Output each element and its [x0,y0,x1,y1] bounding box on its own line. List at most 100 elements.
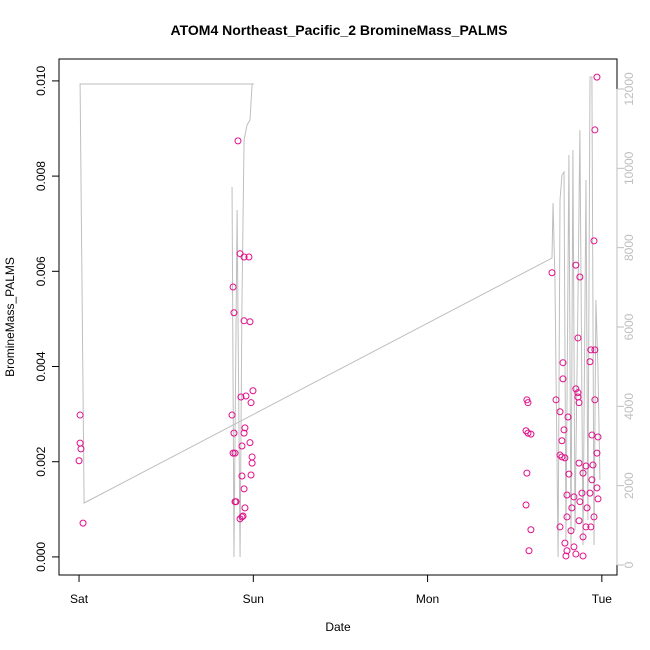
point [77,445,85,453]
point [559,359,567,367]
point [241,424,249,432]
chart-title: ATOM4 Northeast_Pacific_2 BromineMass_PA… [171,22,508,38]
point [593,73,601,81]
y-tick-label: 0.006 [34,256,48,286]
point [246,318,254,326]
point [230,429,238,437]
point [574,389,582,397]
point [588,476,596,484]
point [561,454,569,462]
point [231,449,239,457]
point [558,453,566,461]
point [570,543,578,551]
point [563,491,571,499]
point [567,527,575,535]
x-tick-label: Sun [243,592,264,606]
point [241,504,249,512]
point [574,334,582,342]
x-tick-label: Sat [70,592,89,606]
point [568,504,576,512]
x-axis-label: Date [325,620,351,634]
point [527,526,535,534]
point [242,392,250,400]
point [558,437,566,445]
y-tick-label: 0.008 [34,161,48,191]
point [564,413,572,421]
point [75,457,83,465]
point [560,426,568,434]
point [238,442,246,450]
point [574,393,582,401]
point [240,429,248,437]
point [582,523,590,531]
point [228,411,236,419]
y-tick-label: 0.010 [34,66,48,96]
point [249,387,257,395]
point [563,513,571,521]
point [576,273,584,281]
point [552,396,560,404]
y2-tick-label: 0 [622,561,636,568]
point [556,523,564,531]
y-tick-label: 0.002 [34,446,48,476]
point [524,399,532,407]
point [572,385,580,393]
point [234,137,242,145]
point [594,433,602,441]
point [570,493,578,501]
point [240,253,248,261]
point [576,498,584,506]
point [79,519,87,527]
x-tick-label: Mon [416,592,439,606]
point [248,459,256,467]
point [236,515,244,523]
point [522,501,530,509]
point [575,459,583,467]
point [246,439,254,447]
point [76,439,84,447]
point [579,533,587,541]
point [524,429,532,437]
y2-tick-label: 6000 [622,313,636,340]
point [589,461,597,469]
point [590,513,598,521]
point [575,517,583,525]
point [591,126,599,134]
point [76,411,84,419]
point [559,375,567,383]
point [240,485,248,493]
plot-box [58,58,618,576]
point [563,547,571,555]
point [523,469,531,477]
y2-tick-label: 4000 [622,393,636,420]
point [578,489,586,497]
point [237,393,245,401]
x-tick-label: Tue [592,592,613,606]
point [561,539,569,547]
y2-tick-label: 2000 [622,472,636,499]
point [229,283,237,291]
point [579,469,587,477]
line [79,76,601,557]
point [591,346,599,354]
point [572,261,580,269]
point [548,269,556,277]
point [583,504,591,512]
y-tick-label: 0.000 [34,542,48,572]
point [575,399,583,407]
y2-tick-label: 10000 [622,151,636,185]
point [586,489,594,497]
point [238,513,246,521]
point [586,358,594,366]
point [594,495,602,503]
y-tick-label: 0.004 [34,351,48,381]
point [590,237,598,245]
point [582,462,590,470]
point [587,523,595,531]
point [245,253,253,261]
point [588,431,596,439]
point [231,498,239,506]
point [527,430,535,438]
y2-tick-label: 12000 [622,72,636,106]
y-axis-label: BromineMass_PALMS [3,257,17,377]
